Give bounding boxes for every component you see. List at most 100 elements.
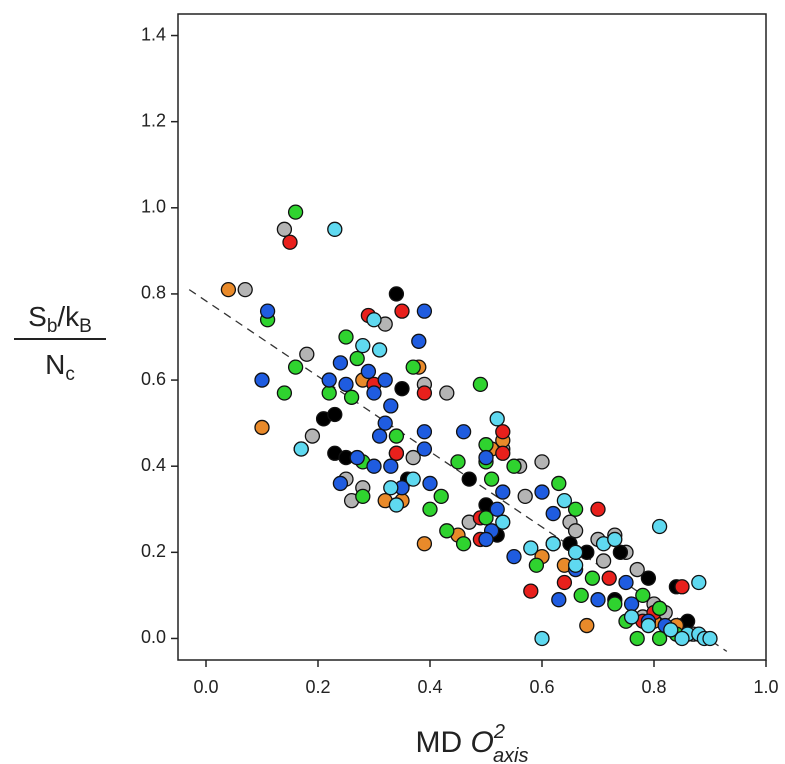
point [495,424,511,440]
x-label-part: O [470,726,493,759]
point [287,204,304,220]
point [567,557,584,573]
y-label-part: S [28,301,47,332]
point [355,337,371,354]
point [439,385,455,401]
point [366,312,382,328]
y-tick-label: 0.0 [141,627,166,647]
point [674,630,690,647]
point [567,501,584,517]
point [545,536,561,552]
point [276,385,293,401]
point [394,303,410,319]
point [601,570,617,586]
point [590,592,606,608]
point [506,548,522,565]
point [304,428,321,444]
point [455,424,472,440]
x-label-part: MD [415,726,470,759]
y-label-part: b [47,316,58,337]
point [349,449,365,466]
plot-frame [177,13,767,661]
x-tick-label: 0.8 [641,677,666,697]
point [287,359,304,375]
point [528,557,545,573]
point [383,480,399,496]
point [651,600,668,616]
point [450,454,466,470]
point [321,385,337,401]
x-tick-label: 0.4 [417,677,442,697]
x-label-part: axis [493,745,529,764]
point [640,570,657,586]
point [635,587,651,604]
point [416,303,433,319]
point [433,488,449,504]
point [612,544,629,560]
point [495,484,511,500]
point [517,488,533,504]
point [607,531,623,548]
point [388,286,405,302]
point [472,376,489,393]
point [489,501,505,517]
point [388,497,405,513]
point [366,458,382,474]
y-label-numerator: Sb/kB [28,301,92,337]
point [416,441,433,457]
y-tick-label: 0.4 [141,455,166,475]
y-label-part: /k [57,301,80,332]
y-label-denominator: Nc [45,349,75,385]
point [394,381,410,397]
point [349,350,365,367]
point [416,536,433,552]
point [405,449,421,466]
point [299,346,315,362]
point [629,561,645,578]
point [388,428,405,444]
point [332,355,349,371]
point [534,484,550,500]
point [551,475,567,492]
y-label-part: N [45,349,65,380]
y-tick-label: 1.2 [141,110,166,130]
point [338,329,354,345]
point [360,363,377,380]
point [327,406,343,423]
point [388,445,405,461]
point [377,372,393,388]
point [663,622,679,638]
point [282,234,298,250]
point [640,617,657,634]
point [618,574,634,591]
point [377,415,393,431]
point [478,437,494,453]
point [371,428,388,444]
point [623,609,640,625]
point [595,553,612,569]
point [702,630,718,647]
y-tick-label: 0.2 [141,541,166,561]
y-label-part: c [65,364,75,385]
point [623,596,640,612]
point [254,419,270,436]
point [422,475,438,492]
x-tick-label: 1.0 [753,677,778,697]
y-tick-label: 0.6 [141,369,166,389]
point [556,493,573,509]
point [405,359,421,375]
point [411,333,427,349]
point [651,630,668,647]
x-label-part: 2 [493,721,505,743]
point [523,540,539,556]
point [237,281,253,298]
point [332,475,349,492]
y-label-part: B [79,316,92,337]
point [422,501,438,517]
point [276,221,293,237]
point [579,617,595,634]
point [259,303,276,319]
point [495,514,511,530]
point [489,411,505,427]
